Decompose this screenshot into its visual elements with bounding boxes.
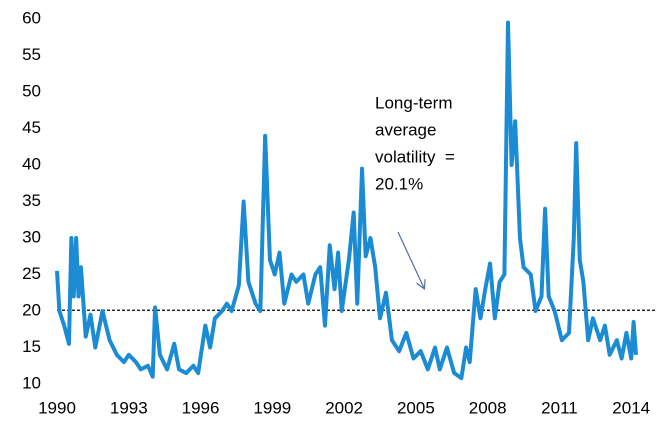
x-tick-label: 2011 [541, 398, 578, 417]
x-tick-label: 2008 [469, 398, 507, 417]
y-tick-label: 15 [22, 337, 41, 356]
y-tick-label: 35 [22, 191, 41, 210]
y-tick-label: 20 [22, 300, 41, 319]
x-tick-label: 1990 [38, 398, 76, 417]
y-tick-label: 55 [22, 45, 41, 64]
x-tick-label: 2005 [397, 398, 435, 417]
y-tick-label: 30 [22, 227, 41, 246]
y-tick-label: 50 [22, 81, 41, 100]
x-tick-label: 1999 [253, 398, 291, 417]
x-tick-label: 2002 [325, 398, 363, 417]
annotation-arrow [397, 231, 424, 288]
annotation-text: Long-term [375, 93, 452, 112]
annotation-text: average [375, 120, 436, 139]
y-tick-label: 45 [22, 118, 41, 137]
y-tick-label: 60 [22, 8, 41, 27]
y-tick-label: 40 [22, 154, 41, 173]
annotation-text: volatility = [375, 147, 455, 166]
annotation-text: 20.1% [375, 174, 423, 193]
data-line [55, 20, 638, 381]
x-tick-label: 1996 [182, 398, 220, 417]
y-tick-label: 10 [22, 373, 41, 392]
x-tick-label: 1993 [110, 398, 148, 417]
y-tick-label: 25 [22, 264, 41, 283]
x-tick-label: 2014 [612, 398, 650, 417]
